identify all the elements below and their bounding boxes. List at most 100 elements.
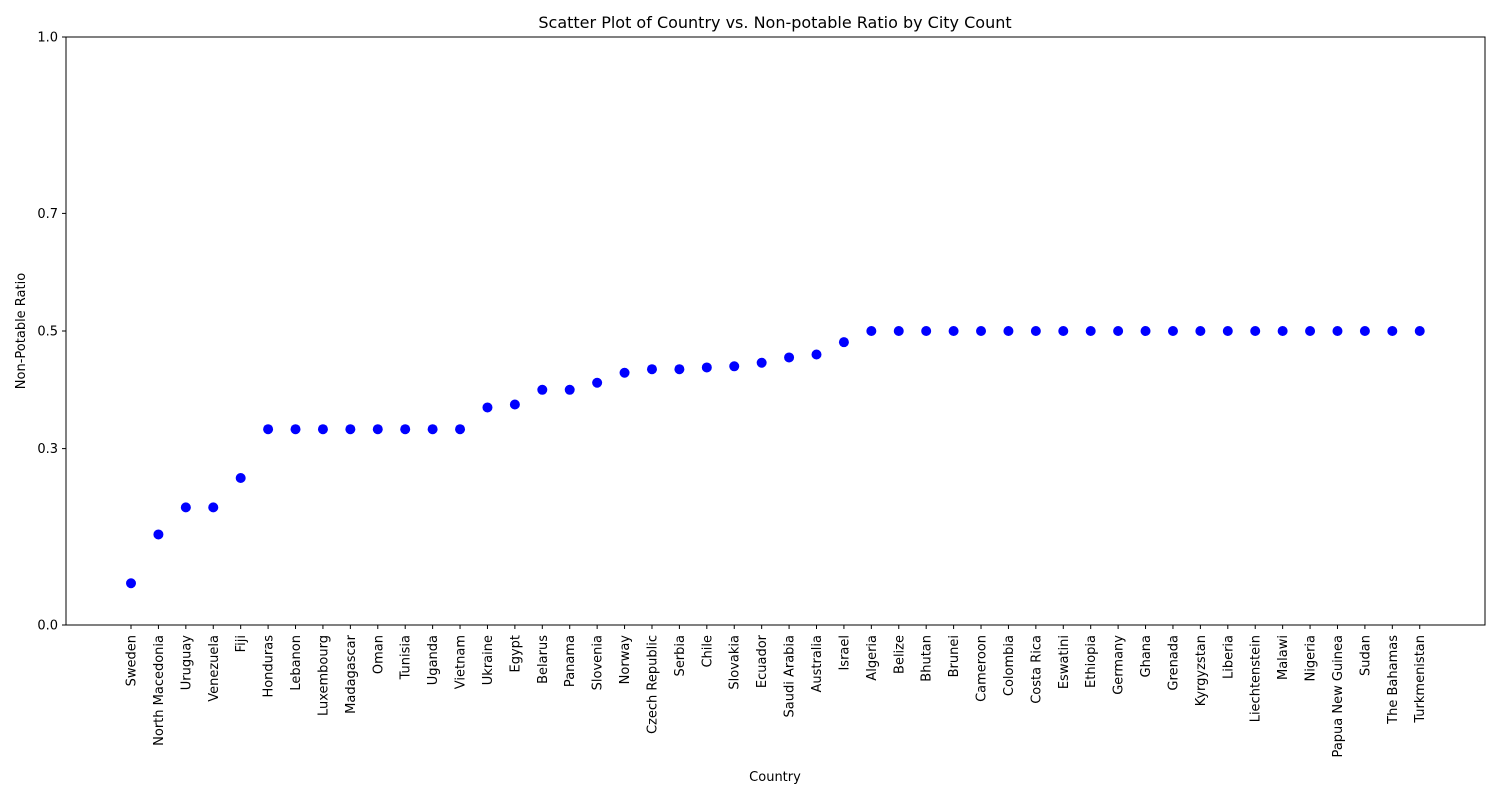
- x-tick-label: Lebanon: [289, 635, 304, 691]
- data-point: [1167, 326, 1178, 336]
- x-tick-label: Panama: [563, 635, 578, 687]
- data-point: [126, 578, 136, 589]
- x-tick-label: Tunisia: [399, 635, 414, 680]
- y-tick-label: 0.7: [37, 207, 58, 222]
- data-points: [126, 326, 1425, 589]
- x-tick-label: Sweden: [125, 635, 140, 686]
- y-axis: 0.0 0.3 0.5 0.7 1.0: [37, 31, 66, 634]
- x-tick-label: Malawi: [1276, 635, 1291, 680]
- data-point: [1140, 326, 1151, 336]
- y-tick-label: 0.0: [37, 619, 58, 634]
- data-point: [1003, 326, 1014, 336]
- x-tick-label: Algeria: [865, 635, 880, 681]
- x-tick-label: Slovakia: [728, 635, 743, 690]
- data-point: [592, 377, 603, 388]
- data-point: [866, 326, 877, 336]
- data-point: [811, 349, 822, 360]
- x-tick-label: Eswatini: [1057, 635, 1072, 689]
- data-point: [263, 424, 274, 435]
- data-point: [564, 384, 575, 395]
- x-tick-label: Cameroon: [975, 635, 990, 702]
- data-point: [921, 326, 932, 336]
- x-tick-label: The Bahamas: [1386, 635, 1401, 725]
- data-point: [1277, 326, 1288, 336]
- x-tick-label: Ukraine: [481, 635, 496, 685]
- data-point: [619, 367, 630, 378]
- x-tick-label: Colombia: [1002, 635, 1017, 696]
- data-point: [1414, 326, 1425, 336]
- x-axis-label: Country: [749, 770, 801, 785]
- x-tick-label: Serbia: [673, 635, 688, 676]
- x-tick-label: Uruguay: [179, 635, 194, 691]
- y-tick-label: 0.3: [37, 442, 58, 457]
- data-point: [948, 326, 959, 336]
- data-point: [455, 424, 466, 435]
- data-point: [290, 424, 301, 435]
- x-tick-label: Kyrgyzstan: [1194, 635, 1209, 706]
- data-point: [153, 529, 164, 540]
- x-tick-label: Honduras: [262, 635, 277, 698]
- x-tick-label: Costa Rica: [1029, 635, 1044, 704]
- x-tick-label: Sudan: [1358, 635, 1373, 676]
- data-point: [509, 399, 520, 410]
- x-tick-label: Papua New Guinea: [1331, 635, 1346, 757]
- x-tick-label: Belize: [892, 635, 907, 674]
- data-point: [1030, 326, 1041, 336]
- data-point: [180, 502, 191, 513]
- data-point: [235, 473, 246, 483]
- x-tick-label: Slovenia: [591, 635, 606, 690]
- data-point: [400, 424, 411, 435]
- data-point: [701, 362, 712, 373]
- data-point: [729, 361, 740, 372]
- x-tick-label: Chile: [700, 635, 715, 668]
- x-tick-label: Bhutan: [920, 635, 935, 682]
- x-tick-label: Oman: [371, 635, 386, 674]
- plot-area-frame: [65, 36, 1486, 626]
- y-tick-label: 1.0: [37, 31, 58, 46]
- data-point: [1058, 326, 1069, 336]
- data-point: [537, 384, 548, 395]
- x-tick-label: Ethiopia: [1084, 635, 1099, 688]
- data-point: [1250, 326, 1261, 336]
- data-point: [1305, 326, 1316, 336]
- data-point: [1085, 326, 1096, 336]
- x-tick-label: Egypt: [508, 635, 523, 673]
- x-tick-label: Vietnam: [454, 635, 469, 689]
- x-tick-label: Brunei: [947, 635, 962, 677]
- x-tick-label: Liechtenstein: [1249, 635, 1264, 722]
- x-tick-label: Germany: [1112, 635, 1127, 695]
- x-tick-label: Fiji: [234, 635, 249, 652]
- x-tick-label: Grenada: [1166, 635, 1181, 691]
- data-point: [893, 326, 904, 336]
- x-tick-label: Belarus: [536, 635, 551, 684]
- data-point: [372, 424, 383, 435]
- x-tick-label: Czech Republic: [645, 635, 660, 734]
- data-point: [1332, 326, 1343, 336]
- x-tick-label: Ghana: [1139, 635, 1154, 678]
- x-tick-label: Nigeria: [1304, 635, 1319, 682]
- data-point: [1195, 326, 1206, 336]
- x-tick-label: Norway: [618, 635, 633, 685]
- x-tick-label: Madagascar: [344, 634, 359, 714]
- x-tick-label: Turkmenistan: [1413, 635, 1428, 724]
- y-axis-label: Non-Potable Ratio: [14, 273, 29, 389]
- data-point: [1387, 326, 1398, 336]
- chart-title: Scatter Plot of Country vs. Non-potable …: [538, 13, 1011, 32]
- data-point: [317, 424, 328, 435]
- x-tick-label: Uganda: [426, 635, 441, 685]
- x-tick-label: Venezuela: [207, 635, 222, 702]
- data-point: [482, 402, 493, 413]
- data-point: [838, 337, 849, 348]
- x-tick-label: North Macedonia: [152, 635, 167, 746]
- data-point: [208, 502, 219, 513]
- data-point: [1359, 326, 1370, 336]
- data-point: [1113, 326, 1124, 336]
- data-point: [1222, 326, 1233, 336]
- y-tick-label: 0.5: [37, 325, 58, 340]
- x-tick-label: Liberia: [1221, 635, 1236, 679]
- data-point: [784, 352, 795, 363]
- x-tick-label: Australia: [810, 635, 825, 693]
- data-point: [345, 424, 356, 435]
